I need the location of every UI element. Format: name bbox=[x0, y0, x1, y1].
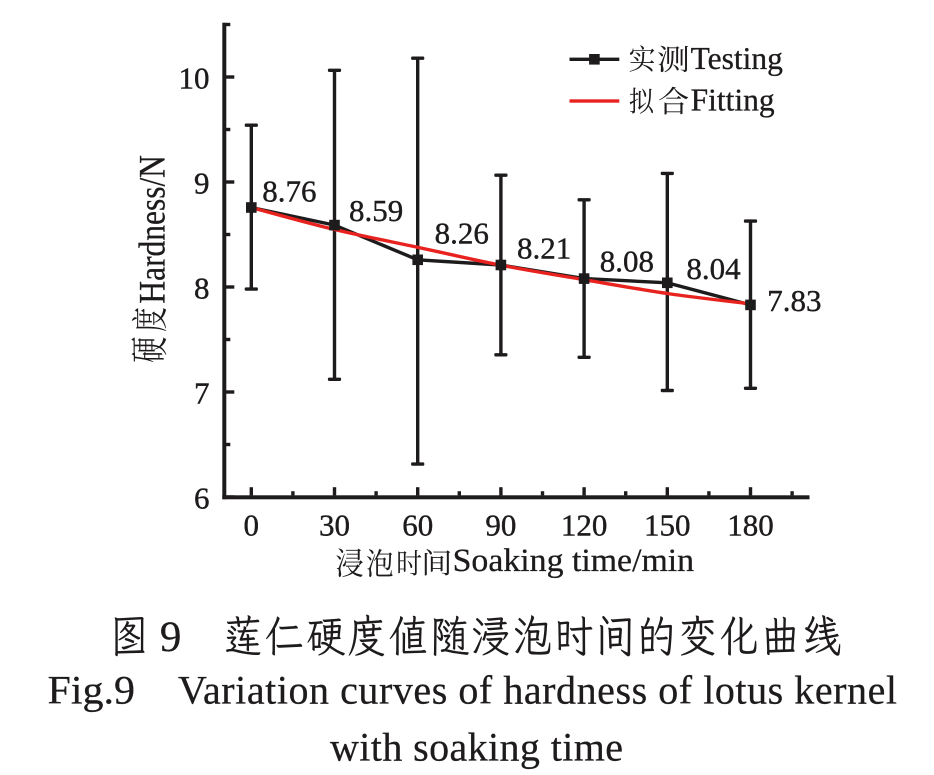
svg-text:30: 30 bbox=[319, 507, 350, 542]
svg-text:8.76: 8.76 bbox=[262, 173, 316, 208]
svg-text:6: 6 bbox=[194, 481, 210, 516]
svg-text:Testing: Testing bbox=[691, 41, 784, 76]
svg-text:8.08: 8.08 bbox=[600, 244, 654, 279]
svg-text:150: 150 bbox=[644, 507, 691, 542]
svg-text:Variation curves of hardness o: Variation curves of hardness of lotus ke… bbox=[178, 667, 897, 712]
svg-text:Soaking time/min: Soaking time/min bbox=[453, 543, 695, 579]
svg-text:8.21: 8.21 bbox=[517, 230, 571, 265]
svg-text:10: 10 bbox=[179, 61, 210, 96]
svg-text:120: 120 bbox=[561, 507, 608, 542]
svg-text:7: 7 bbox=[194, 376, 210, 411]
svg-text:Fitting: Fitting bbox=[691, 83, 775, 118]
svg-text:9: 9 bbox=[194, 166, 210, 201]
svg-text:9: 9 bbox=[160, 614, 182, 661]
svg-text:8.59: 8.59 bbox=[349, 193, 403, 228]
svg-text:0: 0 bbox=[244, 507, 260, 542]
svg-text:90: 90 bbox=[485, 507, 516, 542]
svg-text:Hardness/N: Hardness/N bbox=[133, 155, 174, 304]
svg-text:60: 60 bbox=[402, 507, 433, 542]
svg-text:7.83: 7.83 bbox=[767, 283, 821, 318]
svg-text:8: 8 bbox=[194, 271, 210, 306]
svg-text:8.26: 8.26 bbox=[435, 215, 489, 250]
svg-text:with soaking time: with soaking time bbox=[330, 724, 623, 769]
svg-text:180: 180 bbox=[727, 507, 774, 542]
svg-text:8.04: 8.04 bbox=[686, 251, 741, 286]
svg-text:Fig.9: Fig.9 bbox=[48, 667, 136, 712]
